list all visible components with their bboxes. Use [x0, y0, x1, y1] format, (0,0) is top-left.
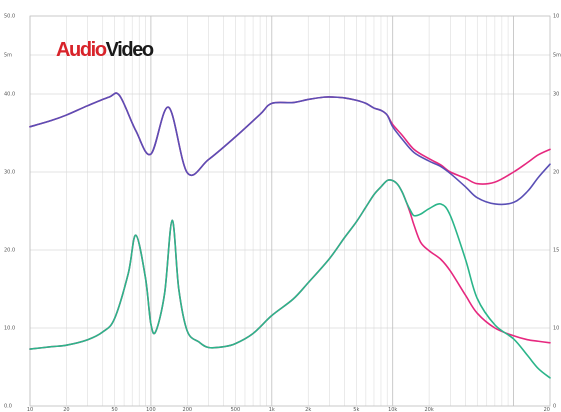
y-tick-left-label-1: 10.0	[4, 326, 15, 332]
y-tick-left-label-2: 20.0	[4, 248, 15, 254]
x-tick-label-1: 20	[63, 407, 69, 412]
logo-video-part: Video	[106, 39, 154, 61]
x-tick-label-7: 2k	[305, 407, 311, 412]
x-tick-label-5: 500	[231, 407, 241, 412]
y-tick-left-label-5: 5m	[4, 53, 12, 59]
x-tick-label-6: 1k	[269, 407, 275, 412]
y-tick-right-label-5: 5m	[553, 53, 561, 59]
major-gridlines	[29, 15, 550, 407]
audiovideo-logo: AudioVideo	[56, 39, 154, 61]
minor-gridlines	[66, 16, 551, 406]
y-axis-right-labels: 0 10 15 20 30 5m 10	[553, 14, 561, 410]
x-tick-label-2: 50	[111, 407, 117, 412]
y-tick-right-label-2: 15	[553, 248, 559, 254]
x-tick-label-3: 100	[146, 407, 156, 412]
y-tick-right-label-6: 10	[553, 14, 559, 20]
x-axis-labels: 10 20 50 100 200 500 1k 2k 5k 10k 20k 20	[27, 407, 550, 412]
y-tick-right-label-4: 30	[553, 92, 559, 98]
x-tick-label-0: 10	[27, 407, 33, 412]
series-line-1	[29, 92, 551, 206]
y-tick-left-label-4: 40.0	[4, 92, 15, 98]
y-tick-left-label-6: 50.0	[4, 14, 15, 20]
y-tick-left-label-3: 30.0	[4, 170, 15, 176]
x-tick-label-4: 200	[183, 407, 193, 412]
plot-frame	[29, 15, 551, 407]
y-tick-right-label-3: 20	[553, 170, 559, 176]
y-tick-right-label-0: 0	[553, 404, 556, 410]
series-line-3	[29, 179, 551, 379]
y-tick-right-label-1: 10	[553, 326, 559, 332]
y-axis-left-labels: 0.0 10.0 20.0 30.0 40.0 5m 50.0	[4, 14, 15, 410]
x-tick-label-10: 20k	[424, 407, 433, 412]
x-tick-label-11: 20	[544, 407, 550, 412]
series-layer	[29, 92, 551, 379]
y-tick-left-label-0: 0.0	[4, 404, 12, 410]
logo-audio-part: Audio	[56, 39, 107, 61]
x-tick-label-9: 10k	[388, 407, 397, 412]
x-tick-label-8: 5k	[353, 407, 359, 412]
